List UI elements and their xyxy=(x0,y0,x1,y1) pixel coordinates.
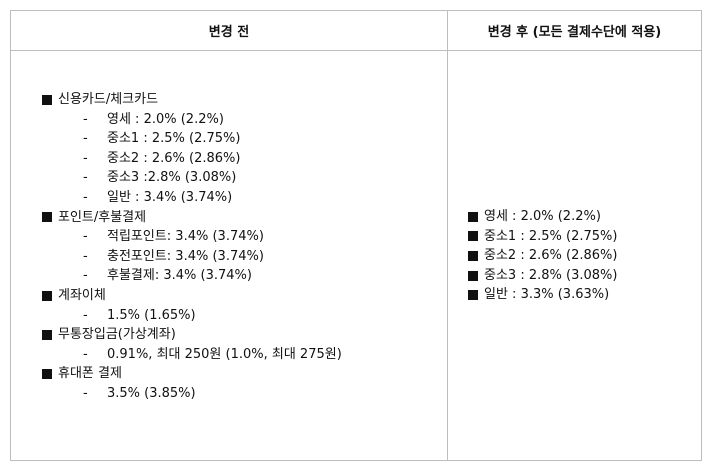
before-list: 신용카드/체크카드 - 영세 : 2.0% (2.2%) - 중소1 : 2.5% … xyxy=(42,90,342,404)
header-before: 변경 전 xyxy=(11,11,448,51)
after-list: 영세 : 2.0% (2.2%) 중소1 : 2.5% (2.75%) 중소2 … xyxy=(468,207,617,305)
cell-after: 영세 : 2.0% (2.2%) 중소1 : 2.5% (2.75%) 중소2 … xyxy=(448,51,701,460)
section-title: 계좌이체 xyxy=(42,286,342,306)
square-bullet-icon xyxy=(468,211,478,222)
section-title: 무통장입금(가상계좌) xyxy=(42,325,342,345)
header-after-label: 변경 후 (모든 결제수단에 적용) xyxy=(487,25,662,40)
list-item: - 적립포인트: 3.4% (3.74%) xyxy=(83,229,264,245)
square-bullet-icon xyxy=(468,270,478,281)
list-item: -1.5% (1.65%) xyxy=(83,307,196,323)
list-item: - 일반 : 3.4% (3.74%) xyxy=(83,189,233,205)
section-title: 신용카드/체크카드 xyxy=(42,90,342,110)
list-item: - 중소2 : 2.6% (2.86%) xyxy=(83,150,241,166)
square-bullet-icon xyxy=(42,290,52,301)
list-item: 일반 : 3.3% (3.63%) xyxy=(468,285,617,305)
square-bullet-icon xyxy=(42,369,52,380)
square-bullet-icon xyxy=(42,212,52,223)
square-bullet-icon xyxy=(468,250,478,261)
section-title: 포인트/후불결제 xyxy=(42,208,342,228)
square-bullet-icon xyxy=(468,231,478,242)
list-item: - 영세 : 2.0% (2.2%) xyxy=(83,111,224,127)
list-item: - 후불결제: 3.4% (3.74%) xyxy=(83,268,252,284)
fee-comparison-table: 변경 전 변경 후 (모든 결제수단에 적용) 신용카드/체크카드 - 영세 : … xyxy=(10,10,702,461)
list-item: 중소3 : 2.8% (3.08%) xyxy=(468,266,617,286)
square-bullet-icon xyxy=(42,329,52,340)
square-bullet-icon xyxy=(468,290,478,301)
list-item: 중소2 : 2.6% (2.86%) xyxy=(468,246,617,266)
list-item: 영세 : 2.0% (2.2%) xyxy=(468,207,617,227)
list-item: -3.5% (3.85%) xyxy=(83,385,196,401)
list-item: -0.91%, 최대 250원 (1.0%, 최대 275원) xyxy=(83,346,342,362)
cell-before: 신용카드/체크카드 - 영세 : 2.0% (2.2%) - 중소1 : 2.5% … xyxy=(11,51,448,460)
header-before-label: 변경 전 xyxy=(208,25,250,40)
list-item: - 충전포인트: 3.4% (3.74%) xyxy=(83,248,264,264)
list-item: - 중소3 :2.8% (3.08%) xyxy=(83,170,237,186)
section-title: 휴대폰 결제 xyxy=(42,364,342,384)
square-bullet-icon xyxy=(42,94,52,105)
list-item: 중소1 : 2.5% (2.75%) xyxy=(468,227,617,247)
list-item: - 중소1 : 2.5% (2.75%) xyxy=(83,131,241,147)
header-after: 변경 후 (모든 결제수단에 적용) xyxy=(448,11,701,51)
